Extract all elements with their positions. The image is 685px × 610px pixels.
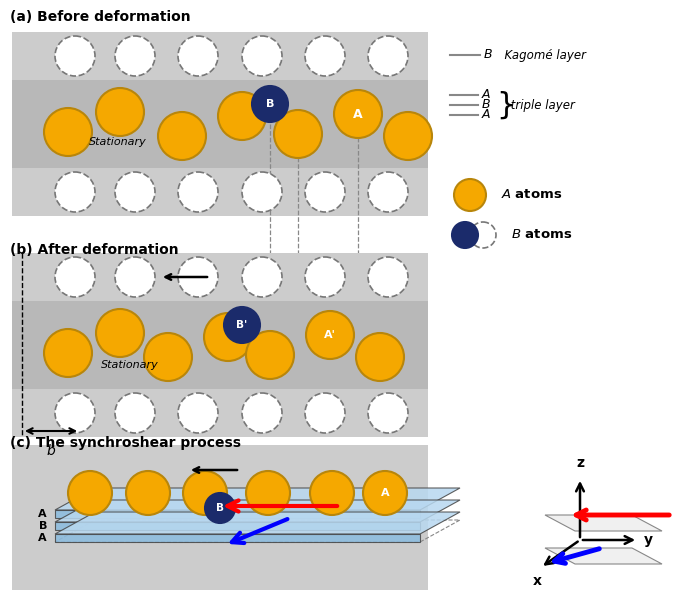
Text: $A$ atoms: $A$ atoms [492,188,562,201]
Circle shape [178,172,218,212]
Polygon shape [55,534,420,542]
Text: (c) The synchroshear process: (c) The synchroshear process [10,436,241,450]
Circle shape [454,179,486,211]
Text: (b) After deformation: (b) After deformation [10,243,179,257]
Text: B: B [216,503,224,513]
Text: y: y [644,533,653,547]
Text: $\mathit{A}$: $\mathit{A}$ [481,109,491,121]
Circle shape [178,257,218,297]
Polygon shape [55,510,420,518]
Circle shape [305,257,345,297]
Text: x: x [533,573,543,587]
Polygon shape [55,512,460,534]
Circle shape [470,222,496,248]
Text: B: B [38,521,47,531]
Circle shape [158,112,206,160]
Circle shape [242,172,282,212]
Circle shape [55,172,95,212]
Circle shape [356,333,404,381]
Circle shape [183,471,227,515]
Circle shape [305,393,345,433]
Text: A: A [353,107,363,121]
Text: $B$ atoms: $B$ atoms [502,229,572,242]
Circle shape [55,257,95,297]
Circle shape [115,257,155,297]
Circle shape [218,92,266,140]
Circle shape [96,88,144,136]
Bar [12,445,428,590]
Bar [12,301,428,389]
Circle shape [242,36,282,76]
Text: $\mathit{A}$: $\mathit{A}$ [481,88,491,101]
Text: A': A' [324,330,336,340]
Circle shape [205,493,235,523]
Text: }: } [496,90,515,120]
Polygon shape [55,500,460,522]
Circle shape [252,86,288,122]
Bar [12,253,428,301]
Circle shape [368,393,408,433]
Circle shape [305,36,345,76]
Circle shape [246,331,294,379]
Circle shape [178,36,218,76]
Text: $\mathit{B}$: $\mathit{B}$ [481,98,491,112]
Bar [12,80,428,168]
Text: Kagomé layer: Kagomé layer [497,49,586,62]
Circle shape [368,257,408,297]
Polygon shape [55,488,460,510]
Circle shape [96,309,144,357]
Circle shape [368,172,408,212]
Circle shape [242,257,282,297]
Circle shape [68,471,112,515]
Text: B: B [266,99,274,109]
Bar [12,32,428,80]
Circle shape [204,313,252,361]
Circle shape [306,311,354,359]
Circle shape [368,36,408,76]
Circle shape [55,36,95,76]
Circle shape [334,90,382,138]
Circle shape [242,393,282,433]
Text: triple layer: triple layer [507,98,575,112]
Circle shape [384,112,432,160]
Circle shape [44,108,92,156]
Polygon shape [545,515,662,531]
Text: Stationary: Stationary [101,360,159,370]
Bar [12,389,428,437]
Circle shape [144,333,192,381]
Text: $b$: $b$ [46,443,56,458]
Bar [12,168,428,216]
Circle shape [55,393,95,433]
Text: B': B' [236,320,247,330]
Circle shape [115,172,155,212]
Text: Stationary: Stationary [89,137,147,147]
Circle shape [178,393,218,433]
Text: $B$: $B$ [483,49,493,62]
Circle shape [126,471,170,515]
Text: A: A [38,509,47,519]
Text: z: z [576,456,584,470]
Text: A: A [38,533,47,543]
Circle shape [224,307,260,343]
Circle shape [363,471,407,515]
Circle shape [452,222,478,248]
Circle shape [274,110,322,158]
Circle shape [44,329,92,377]
Text: (a) Before deformation: (a) Before deformation [10,10,190,24]
Circle shape [115,393,155,433]
Circle shape [310,471,354,515]
Circle shape [246,471,290,515]
Circle shape [305,172,345,212]
Text: A: A [381,488,389,498]
Polygon shape [55,522,420,530]
Circle shape [115,36,155,76]
Polygon shape [545,548,662,564]
